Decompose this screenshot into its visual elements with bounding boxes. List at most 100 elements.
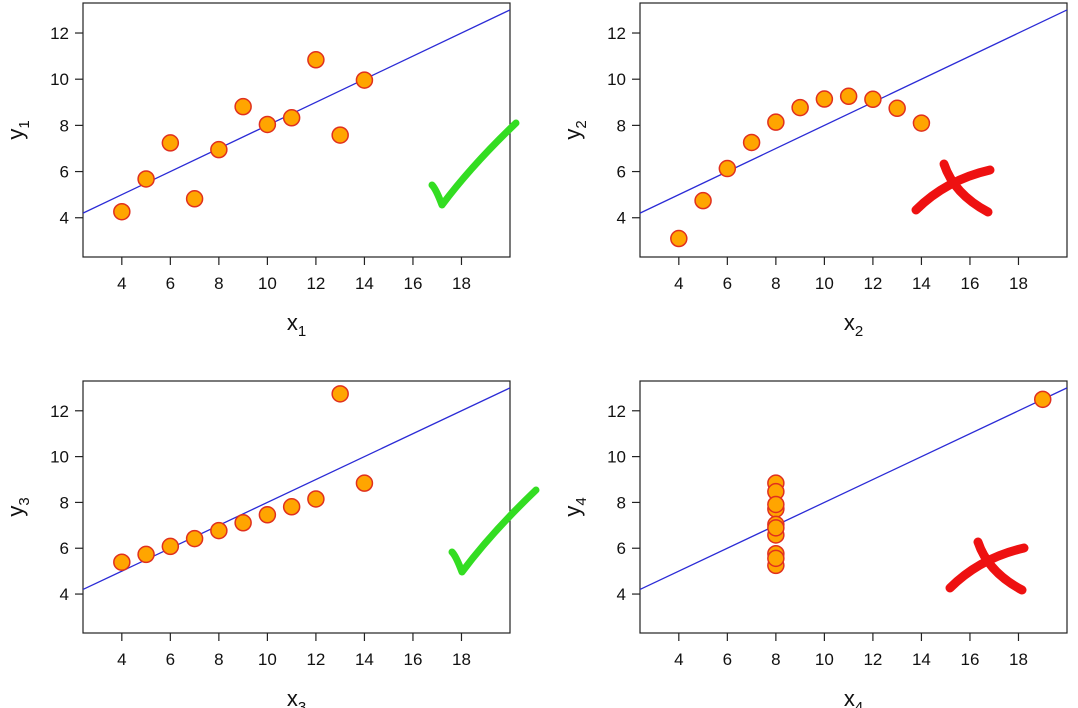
- data-point: [1033, 390, 1052, 409]
- y-tick-label: 10: [50, 448, 69, 467]
- x-tick-label: 4: [674, 274, 683, 293]
- data-point: [694, 191, 712, 210]
- cross-mark-icon: [945, 537, 1029, 595]
- y-tick-label: 4: [617, 209, 626, 228]
- x-tick-label: 6: [723, 650, 732, 669]
- x-tick-label: 14: [912, 274, 931, 293]
- data-point: [815, 90, 834, 108]
- x-tick-label: 6: [166, 650, 175, 669]
- data-point: [355, 474, 374, 492]
- y-tick-label: 12: [50, 24, 69, 43]
- data-point: [742, 133, 761, 152]
- y-tick-label: 8: [60, 493, 69, 512]
- cross-mark-icon: [911, 159, 995, 217]
- x-axis-label: x3: [287, 686, 306, 708]
- data-point: [113, 202, 131, 221]
- y-axis-label: y4: [560, 497, 590, 516]
- x-tick-label: 8: [771, 650, 780, 669]
- data-point: [670, 229, 688, 248]
- x-tick-label: 18: [452, 650, 471, 669]
- data-point: [767, 549, 785, 568]
- data-point: [161, 537, 180, 556]
- data-point: [912, 114, 931, 132]
- y-tick-label: 8: [60, 116, 69, 135]
- x-tick-label: 8: [771, 274, 780, 293]
- y-tick-label: 4: [60, 585, 69, 604]
- y-tick-label: 12: [607, 24, 626, 43]
- data-point: [767, 495, 785, 514]
- x-tick-label: 14: [912, 650, 931, 669]
- x-tick-label: 12: [306, 274, 325, 293]
- plot-frame: [639, 2, 1068, 258]
- data-point: [161, 134, 180, 152]
- data-point: [839, 87, 858, 106]
- y-tick-label: 6: [60, 539, 69, 558]
- y-tick-label: 8: [617, 116, 626, 135]
- x-tick-label: 18: [452, 274, 471, 293]
- data-point: [234, 514, 252, 532]
- plot-frame: [82, 380, 511, 634]
- data-point: [718, 159, 737, 178]
- x-tick-label: 6: [166, 274, 175, 293]
- y-tick-label: 8: [617, 493, 626, 512]
- x-tick-label: 16: [960, 274, 979, 293]
- y-tick-label: 10: [50, 70, 69, 89]
- check-mark-icon: [448, 486, 540, 576]
- y-tick-label: 10: [607, 70, 626, 89]
- data-point: [234, 97, 252, 116]
- plot-frame: [639, 380, 1068, 634]
- x-tick-label: 16: [960, 650, 979, 669]
- x-tick-label: 10: [258, 650, 277, 669]
- x-tick-label: 12: [863, 274, 882, 293]
- x-axis-label: x1: [287, 310, 306, 340]
- x-tick-label: 16: [403, 274, 422, 293]
- x-tick-label: 12: [863, 650, 882, 669]
- data-point: [113, 553, 131, 571]
- x-tick-label: 4: [117, 650, 126, 669]
- x-tick-label: 8: [214, 650, 223, 669]
- regression-line: [640, 387, 1067, 591]
- y-tick-label: 6: [60, 163, 69, 182]
- data-point: [185, 529, 204, 548]
- x-tick-label: 10: [815, 274, 834, 293]
- regression-line: [640, 9, 1067, 214]
- data-point: [210, 521, 228, 540]
- x-tick-label: 14: [355, 274, 374, 293]
- data-point: [767, 113, 785, 131]
- check-mark-icon: [428, 119, 520, 209]
- data-point: [307, 51, 325, 69]
- x-tick-label: 16: [403, 650, 422, 669]
- data-point: [331, 126, 349, 144]
- y-tick-label: 4: [617, 585, 626, 604]
- data-point: [282, 109, 301, 127]
- x-tick-label: 10: [815, 650, 834, 669]
- data-point: [137, 170, 155, 188]
- x-tick-label: 12: [306, 650, 325, 669]
- y-tick-label: 10: [607, 448, 626, 467]
- y-tick-label: 6: [617, 539, 626, 558]
- x-tick-label: 18: [1009, 650, 1028, 669]
- data-point: [331, 385, 349, 403]
- data-point: [307, 490, 325, 508]
- x-tick-label: 14: [355, 650, 374, 669]
- x-tick-label: 4: [674, 650, 683, 669]
- y-tick-label: 12: [50, 402, 69, 421]
- data-point: [791, 98, 809, 117]
- x-tick-label: 18: [1009, 274, 1028, 293]
- y-tick-label: 6: [617, 163, 626, 182]
- x-tick-label: 6: [723, 274, 732, 293]
- data-point: [864, 90, 882, 109]
- y-tick-label: 12: [607, 402, 626, 421]
- data-point: [137, 545, 155, 564]
- x-tick-label: 4: [117, 274, 126, 293]
- x-tick-label: 10: [258, 274, 277, 293]
- y-tick-label: 4: [60, 209, 69, 228]
- x-axis-label: x4: [844, 686, 863, 708]
- x-tick-label: 8: [214, 274, 223, 293]
- data-point: [185, 190, 204, 208]
